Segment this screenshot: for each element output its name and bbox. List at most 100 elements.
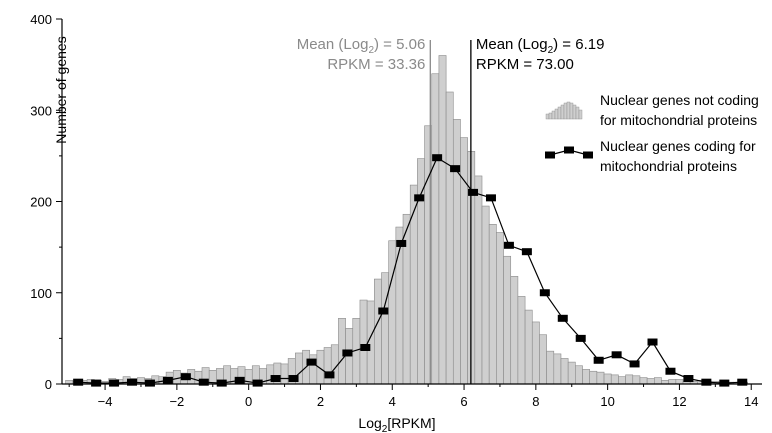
x-axis-title-base: Log [358,415,381,431]
legend-histogram-icon [554,108,559,120]
series-marker [557,314,568,322]
histogram-bar [625,374,634,385]
legend-histogram-icon [548,112,553,120]
histogram-bar [496,232,504,385]
x-tick-label: 12 [672,394,686,409]
histogram-bar [388,240,397,385]
mean-annotation-line1: Mean (Log2) = 6.19 [476,36,605,56]
series-marker [288,375,299,383]
series-marker [468,188,479,196]
histogram-bar [675,379,684,385]
histogram-bar [381,272,389,385]
histogram-bar [172,370,181,385]
series-marker [432,154,443,162]
histogram-bar [575,365,583,385]
series-marker [342,349,353,357]
series-marker [270,375,281,383]
series-marker [109,379,120,387]
series-marker [683,375,694,383]
series-marker [719,379,730,387]
legend-histogram-icon [560,104,565,120]
histogram-bar [668,379,677,385]
histogram-bar [409,184,418,385]
x-tick-label: −4 [98,394,113,409]
x-tick-label: 14 [744,394,758,409]
x-tick-label: 8 [532,394,539,409]
mean-annotation-line2: RPKM = 73.00 [476,56,574,73]
legend-histogram-icon [569,102,574,120]
histogram-bar [402,213,411,385]
x-tick-label: 10 [600,394,614,409]
series-marker [91,379,102,387]
series-marker [539,289,550,297]
series-marker [414,194,425,202]
series-marker [144,379,155,387]
legend-marker-icon [564,146,574,154]
histogram-bar [610,374,619,385]
histogram-bar [632,375,641,385]
histogram-bar [654,377,662,385]
series-marker [162,376,173,384]
legend: Nuclear genes not coding for mitochondria… [545,92,759,174]
series-marker [306,358,317,366]
legend-marker-icon [583,151,593,159]
series-marker [665,367,676,375]
series-marker [360,344,371,351]
y-tick-label: 200 [30,195,52,210]
legend-histogram-icon [551,110,556,120]
series-marker [629,360,640,368]
mean-annotation-line1: Mean (Log2) = 5.06 [297,36,426,56]
histogram-bar [646,378,655,385]
legend-histogram-icon [557,106,562,120]
histogram-bar [553,353,562,385]
series-marker [485,194,496,202]
series-marker [575,334,586,342]
axes: −4 −2 0 2 4 6 8 10 12 14 0 100 200 300 400 [30,12,762,409]
legend-label-line1: Nuclear genes coding for [600,138,756,154]
legend-marker-icon [545,151,555,159]
x-tick-label: 4 [389,394,396,409]
series-marker [234,376,245,384]
histogram-bar [582,369,590,385]
legend-histogram-icon [572,104,577,120]
series-marker [378,307,389,315]
series-marker [396,239,407,247]
x-axis-title: Log2[RPKM] [358,415,435,433]
series-marker [252,379,263,387]
histogram-bar [603,373,612,385]
series-marker [593,356,604,364]
histogram-bar [474,175,483,385]
legend-histogram-icon [575,106,580,120]
histogram-bar [323,347,332,385]
series-marker [216,379,227,387]
x-tick-label: −2 [169,394,184,409]
series-marker [701,378,712,386]
series-marker [198,378,209,386]
histogram-bar [524,309,533,385]
histogram-bar [567,361,576,385]
histogram-bar [280,363,289,385]
legend-histogram-icon [563,102,568,120]
series-marker [503,241,514,249]
histogram-bar [560,358,569,385]
y-tick-label: 400 [30,12,52,27]
histogram-bar [452,119,461,385]
series-marker [647,338,658,346]
series-marker [73,378,84,386]
legend-label-line2: for mitochondrial proteins [600,112,757,128]
y-axis-title: Number of genes [53,36,69,143]
histogram-bar [359,299,368,385]
series-marker [180,373,191,381]
series-marker [127,378,137,386]
x-tick-label: 2 [317,394,324,409]
x-axis-title-rest: [RPKM] [387,415,435,431]
histogram-bar [618,376,626,385]
histogram-bar [431,73,440,385]
histogram-bar [596,371,605,385]
histogram-bar [503,255,512,385]
legend-label-line2: mitochondrial proteins [600,158,737,174]
x-tick-label: 0 [245,394,252,409]
series-marker [737,378,748,386]
legend-label-line1: Nuclear genes not coding [600,92,759,108]
